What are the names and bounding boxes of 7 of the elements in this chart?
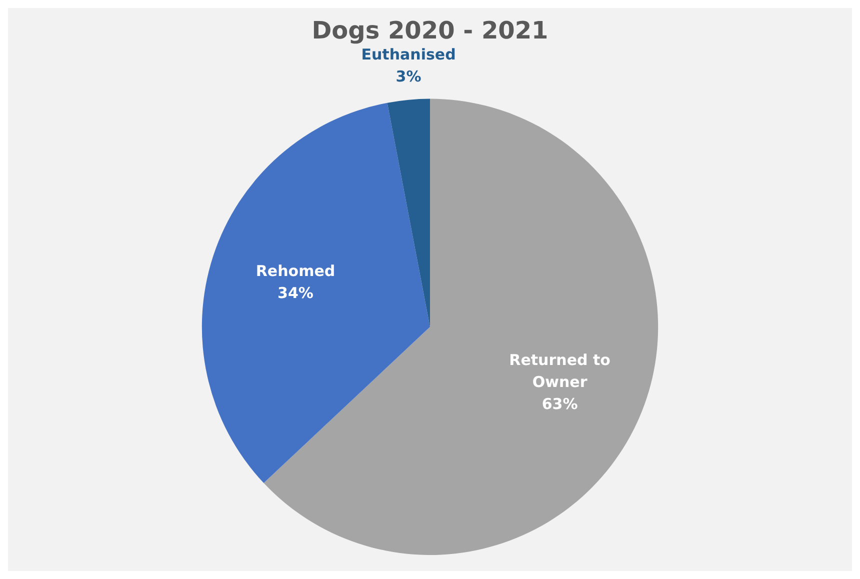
slice-label: Returned to Owner (509, 350, 610, 391)
chart-title: Dogs 2020 - 2021 (312, 16, 548, 45)
data-label: 3% (396, 68, 422, 86)
slice-label: Euthanised (361, 46, 456, 64)
data-label: 34% (278, 284, 314, 302)
data-label: 63% (542, 394, 578, 413)
slice-label: Rehomed (256, 262, 336, 280)
